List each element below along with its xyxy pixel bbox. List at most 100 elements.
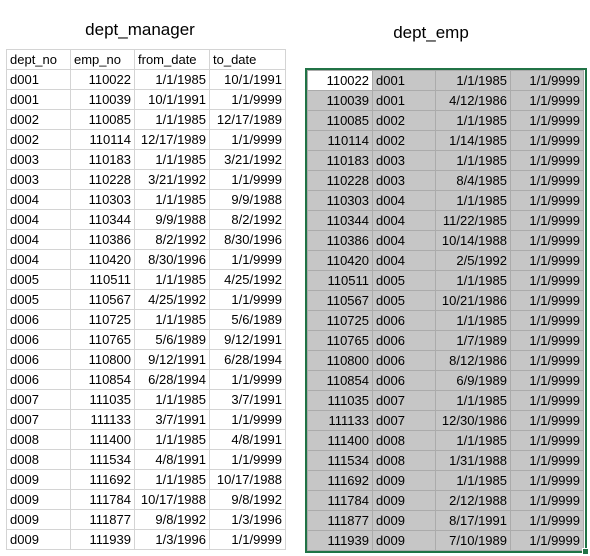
- selected-cell[interactable]: 110114: [307, 130, 373, 151]
- cell[interactable]: 9/9/1988: [209, 189, 286, 210]
- selected-cell[interactable]: 10/21/1986: [435, 290, 511, 311]
- selected-cell[interactable]: d007: [372, 410, 436, 431]
- cell[interactable]: 1/1/9999: [209, 449, 286, 470]
- cell[interactable]: 110420: [70, 249, 135, 270]
- cell[interactable]: d007: [6, 389, 71, 410]
- selected-cell[interactable]: 2/12/1988: [435, 490, 511, 511]
- cell[interactable]: d009: [6, 469, 71, 490]
- cell[interactable]: d008: [6, 449, 71, 470]
- selected-cell[interactable]: 110039: [307, 90, 373, 111]
- selected-cell[interactable]: 1/1/9999: [510, 530, 584, 551]
- cell[interactable]: 4/8/1991: [134, 449, 210, 470]
- selected-cell[interactable]: 1/31/1988: [435, 450, 511, 471]
- selected-cell[interactable]: 7/10/1989: [435, 530, 511, 551]
- cell[interactable]: 1/1/1985: [134, 149, 210, 170]
- selected-cell[interactable]: 1/1/9999: [510, 290, 584, 311]
- cell[interactable]: d004: [6, 209, 71, 230]
- cell[interactable]: 1/1/9999: [209, 529, 286, 550]
- selected-cell[interactable]: d009: [372, 510, 436, 531]
- cell[interactable]: 9/8/1992: [209, 489, 286, 510]
- cell[interactable]: 3/7/1991: [209, 389, 286, 410]
- cell[interactable]: 3/21/1992: [134, 169, 210, 190]
- selected-cell[interactable]: 1/1/1985: [435, 190, 511, 211]
- selected-cell[interactable]: 1/1/9999: [510, 150, 584, 171]
- cell[interactable]: 110114: [70, 129, 135, 150]
- selected-cell[interactable]: 1/1/9999: [510, 350, 584, 371]
- selected-cell[interactable]: 110511: [307, 270, 373, 291]
- cell[interactable]: 1/1/1985: [134, 469, 210, 490]
- fill-handle[interactable]: [582, 548, 589, 555]
- cell[interactable]: 110085: [70, 109, 135, 130]
- cell[interactable]: d009: [6, 509, 71, 530]
- selected-cell[interactable]: 1/1/9999: [510, 470, 584, 491]
- active-cell[interactable]: 110022: [307, 70, 373, 91]
- selected-cell[interactable]: 1/1/9999: [510, 490, 584, 511]
- selected-cell[interactable]: 1/1/1985: [435, 110, 511, 131]
- cell[interactable]: 10/17/1988: [209, 469, 286, 490]
- cell[interactable]: 9/12/1991: [134, 349, 210, 370]
- cell[interactable]: d001: [6, 89, 71, 110]
- cell[interactable]: 6/28/1994: [209, 349, 286, 370]
- cell[interactable]: 1/3/1996: [209, 509, 286, 530]
- cell[interactable]: 1/1/9999: [209, 289, 286, 310]
- selected-cell[interactable]: d001: [372, 70, 436, 91]
- cell[interactable]: 9/12/1991: [209, 329, 286, 350]
- selected-cell[interactable]: 110800: [307, 350, 373, 371]
- selected-cell[interactable]: 1/1/9999: [510, 510, 584, 531]
- selected-cell[interactable]: 110183: [307, 150, 373, 171]
- cell[interactable]: 1/1/9999: [209, 249, 286, 270]
- selected-cell[interactable]: 1/1/9999: [510, 230, 584, 251]
- cell[interactable]: 1/1/9999: [209, 129, 286, 150]
- selected-cell[interactable]: 1/1/9999: [510, 310, 584, 331]
- cell[interactable]: 110039: [70, 89, 135, 110]
- cell[interactable]: 110386: [70, 229, 135, 250]
- selected-cell[interactable]: d002: [372, 110, 436, 131]
- selected-cell[interactable]: d008: [372, 430, 436, 451]
- cell[interactable]: d002: [6, 129, 71, 150]
- cell[interactable]: 8/30/1996: [209, 229, 286, 250]
- cell[interactable]: 4/25/1992: [209, 269, 286, 290]
- dept-emp-selection[interactable]: 110022 d001 1/1/1985 1/1/9999 110039 d001 4/12…: [305, 68, 589, 555]
- cell[interactable]: 1/1/1985: [134, 309, 210, 330]
- selected-cell[interactable]: 2/5/1992: [435, 250, 511, 271]
- cell[interactable]: 1/1/1985: [134, 69, 210, 90]
- selected-cell[interactable]: 1/1/9999: [510, 210, 584, 231]
- cell[interactable]: 6/28/1994: [134, 369, 210, 390]
- selected-cell[interactable]: 110303: [307, 190, 373, 211]
- cell[interactable]: 110183: [70, 149, 135, 170]
- selected-cell[interactable]: 110344: [307, 210, 373, 231]
- selected-cell[interactable]: 1/1/9999: [510, 370, 584, 391]
- cell[interactable]: 8/2/1992: [134, 229, 210, 250]
- selected-cell[interactable]: 111400: [307, 430, 373, 451]
- selected-cell[interactable]: d004: [372, 230, 436, 251]
- selected-cell[interactable]: 111784: [307, 490, 373, 511]
- selected-cell[interactable]: 110420: [307, 250, 373, 271]
- cell[interactable]: 1/1/9999: [209, 409, 286, 430]
- selected-cell[interactable]: 12/30/1986: [435, 410, 511, 431]
- cell[interactable]: 111784: [70, 489, 135, 510]
- selected-cell[interactable]: 1/1/9999: [510, 170, 584, 191]
- cell[interactable]: 1/1/1985: [134, 189, 210, 210]
- cell[interactable]: 1/1/9999: [209, 369, 286, 390]
- selected-cell[interactable]: 4/12/1986: [435, 90, 511, 111]
- selected-cell[interactable]: d007: [372, 390, 436, 411]
- cell[interactable]: d009: [6, 489, 71, 510]
- selected-cell[interactable]: 1/1/9999: [510, 410, 584, 431]
- cell[interactable]: 111939: [70, 529, 135, 550]
- selected-cell[interactable]: d006: [372, 330, 436, 351]
- cell[interactable]: d006: [6, 329, 71, 350]
- cell[interactable]: 1/1/9999: [209, 89, 286, 110]
- cell[interactable]: 12/17/1989: [209, 109, 286, 130]
- selected-cell[interactable]: 110765: [307, 330, 373, 351]
- selected-cell[interactable]: d009: [372, 490, 436, 511]
- selected-cell[interactable]: 111133: [307, 410, 373, 431]
- selected-cell[interactable]: d002: [372, 130, 436, 151]
- cell[interactable]: 1/1/1985: [134, 389, 210, 410]
- selected-cell[interactable]: 111877: [307, 510, 373, 531]
- cell[interactable]: 9/8/1992: [134, 509, 210, 530]
- selected-cell[interactable]: 8/17/1991: [435, 510, 511, 531]
- selected-cell[interactable]: 1/1/1985: [435, 310, 511, 331]
- selected-cell[interactable]: d003: [372, 170, 436, 191]
- cell[interactable]: 1/1/1985: [134, 429, 210, 450]
- selected-cell[interactable]: 110085: [307, 110, 373, 131]
